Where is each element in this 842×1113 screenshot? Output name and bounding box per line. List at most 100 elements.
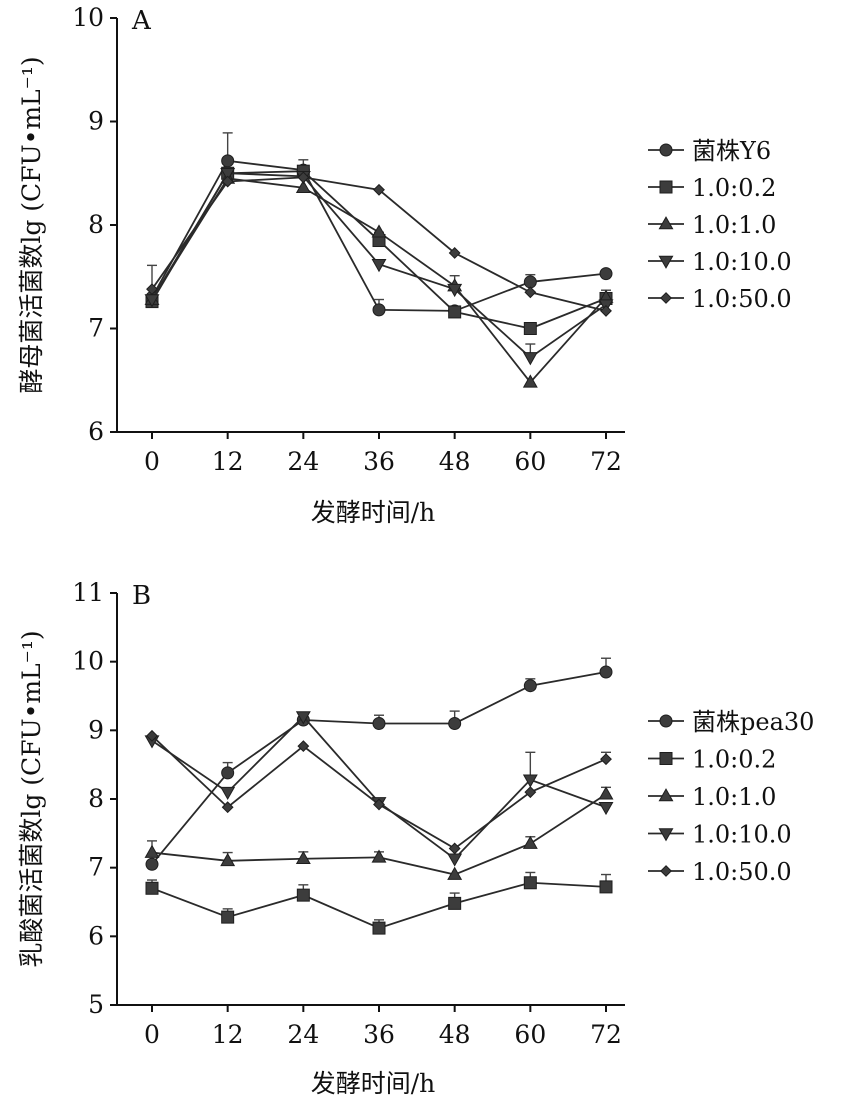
- legend-label: 菌株Y6: [692, 137, 771, 165]
- x-tick-label: 36: [363, 1020, 395, 1049]
- data-point: [598, 801, 614, 816]
- series-line: [151, 715, 607, 860]
- panel-b: 5 6 7 8 9 10 11 0 12 24 36 48 60 72 发酵时间/h 乳酸菌活菌数lg (CF…: [17, 578, 814, 1098]
- data-point: [448, 247, 461, 259]
- data-point: [146, 729, 158, 742]
- legend-item: 1.0:1.0: [648, 783, 776, 811]
- legend-label: 1.0:1.0: [692, 783, 776, 811]
- data-point: [221, 175, 234, 188]
- data-point: [524, 786, 537, 799]
- y-tick-label: 8: [88, 784, 104, 813]
- data-point: [522, 352, 538, 366]
- legend-label: 1.0:10.0: [692, 248, 792, 276]
- panel-label: B: [132, 581, 151, 611]
- y-tick-label: 9: [88, 715, 104, 744]
- data-point: [221, 766, 235, 780]
- panel-a: 6 7 8 9 10 0 12 24 36 48 60 72 发酵时间/h 酵母菌活菌数lg (CFU•m…: [17, 3, 792, 527]
- y-tick-label: 11: [72, 578, 104, 607]
- data-point: [221, 910, 235, 924]
- x-tick-label: 12: [212, 447, 244, 476]
- legend-item: 菌株pea30: [648, 708, 814, 736]
- series-1: [145, 657, 613, 871]
- legend-label: 1.0:0.2: [692, 746, 776, 774]
- data-point: [599, 267, 613, 281]
- data-point: [447, 283, 463, 298]
- data-point: [145, 881, 159, 895]
- x-tick-label: 0: [144, 447, 160, 476]
- legend-label: 1.0:1.0: [692, 211, 776, 239]
- y-tick-label: 6: [88, 417, 104, 446]
- legend-label: 1.0:0.2: [692, 174, 776, 202]
- data-point: [448, 716, 462, 730]
- legend-label: 1.0:50.0: [692, 858, 792, 886]
- x-tick-label: 48: [439, 1020, 471, 1049]
- y-tick-label: 10: [72, 647, 104, 676]
- data-point: [373, 798, 385, 811]
- data-point: [220, 852, 236, 867]
- data-point: [448, 896, 462, 910]
- legend-item: 1.0:10.0: [648, 248, 792, 276]
- data-point: [522, 374, 538, 388]
- data-point: [220, 167, 236, 182]
- legend-label: 1.0:10.0: [692, 821, 792, 849]
- data-point: [600, 304, 612, 317]
- data-point: [371, 224, 387, 238]
- series-5: [146, 729, 612, 855]
- legend-marker: [658, 828, 674, 842]
- data-point: [295, 850, 311, 865]
- legend-marker: [658, 255, 674, 269]
- legend-item: 1.0:1.0: [648, 211, 776, 239]
- y-tick-label: 5: [88, 990, 104, 1019]
- x-tick-label: 48: [439, 447, 471, 476]
- y-tick-label: 9: [88, 107, 104, 136]
- data-point: [522, 774, 538, 788]
- data-point: [447, 866, 463, 880]
- legend-item: 1.0:0.2: [648, 174, 776, 202]
- data-point: [372, 921, 386, 935]
- data-point: [371, 259, 387, 273]
- data-point: [295, 711, 311, 725]
- series-2: [145, 871, 613, 935]
- data-point: [373, 183, 385, 196]
- data-point: [522, 835, 538, 849]
- series-line: [151, 671, 607, 865]
- legend-marker: [659, 180, 673, 194]
- legend-marker: [658, 788, 674, 802]
- y-axis-title: 酵母菌活菌数lg (CFU•mL⁻¹): [17, 56, 46, 393]
- series-line: [151, 735, 607, 850]
- series-3: [144, 786, 614, 880]
- x-tick-label: 72: [590, 447, 622, 476]
- x-axis-title: 发酵时间/h: [311, 498, 436, 527]
- x-tick-label: 72: [590, 1020, 622, 1049]
- data-point: [523, 679, 537, 693]
- y-tick-label: 7: [88, 314, 104, 343]
- data-point: [448, 305, 462, 319]
- data-point: [295, 179, 311, 194]
- data-point: [447, 853, 463, 867]
- data-point: [221, 154, 235, 168]
- x-tick-label: 0: [144, 1020, 160, 1049]
- data-point: [598, 786, 614, 800]
- data-point: [599, 665, 613, 679]
- y-tick-label: 7: [88, 853, 104, 882]
- data-point: [523, 322, 537, 335]
- data-point: [599, 880, 613, 894]
- series-3: [144, 170, 614, 388]
- legend-marker: [658, 216, 674, 230]
- data-point: [524, 286, 537, 299]
- x-tick-label: 60: [514, 1020, 546, 1049]
- data-point: [523, 275, 537, 289]
- y-tick-label: 8: [88, 210, 104, 239]
- legend-marker: [660, 865, 672, 877]
- x-tick-label: 24: [287, 1020, 319, 1049]
- legend-item: 1.0:50.0: [648, 858, 792, 886]
- legend-label: 菌株pea30: [692, 708, 814, 736]
- legend-marker: [659, 752, 673, 765]
- data-point: [372, 716, 386, 730]
- data-point: [221, 801, 234, 814]
- x-tick-label: 60: [514, 447, 546, 476]
- legend-marker: [659, 714, 673, 728]
- x-tick-label: 36: [363, 447, 395, 476]
- x-tick-label: 12: [212, 1020, 244, 1049]
